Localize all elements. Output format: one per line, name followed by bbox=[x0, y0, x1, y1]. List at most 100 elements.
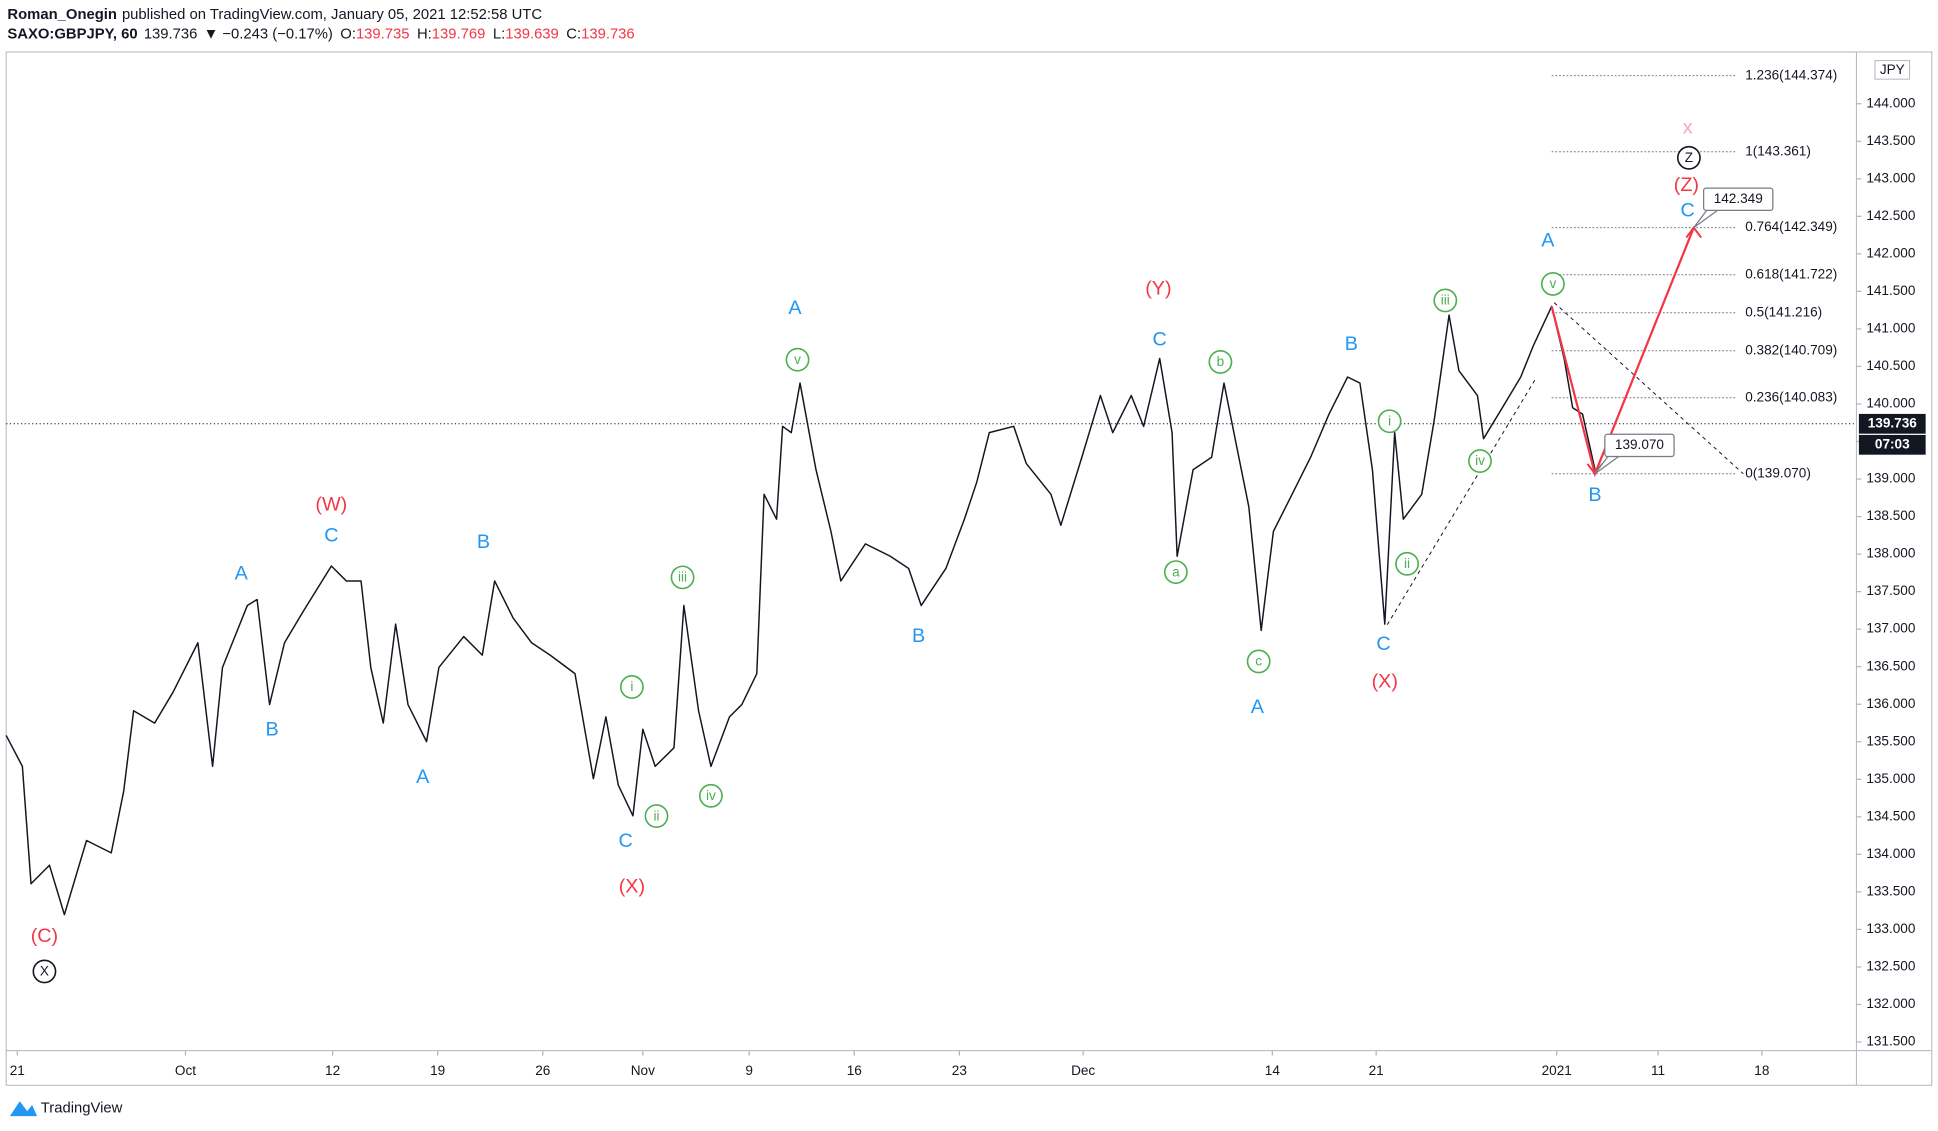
wave-label: a bbox=[1172, 564, 1180, 579]
wave-circle bbox=[644, 804, 669, 828]
x-tick-label: Oct bbox=[175, 1063, 196, 1078]
wave-label: iii bbox=[678, 570, 687, 585]
wave-circle bbox=[32, 959, 57, 984]
symbol: SAXO:GBPJPY, 60 bbox=[7, 27, 137, 43]
ohlc-key: O: bbox=[340, 27, 356, 43]
publisher: Roman_Onegin bbox=[7, 7, 117, 23]
callout-label: 139.070 bbox=[1615, 437, 1665, 452]
wave-label: v bbox=[794, 352, 801, 367]
x-tick-label: 26 bbox=[535, 1063, 550, 1078]
x-tick-label: 21 bbox=[1369, 1063, 1384, 1078]
y-tick-label: 132.500 bbox=[1866, 959, 1916, 974]
ohlc-value: 139.735 bbox=[356, 27, 410, 43]
wave-circle bbox=[1208, 350, 1233, 374]
x-tick-label: Dec bbox=[1071, 1063, 1095, 1078]
x-tick-label: 19 bbox=[430, 1063, 445, 1078]
wave-label: B bbox=[477, 531, 490, 553]
wave-label: C bbox=[324, 524, 338, 546]
wave-label: A bbox=[235, 563, 249, 585]
y-tick-label: 131.500 bbox=[1866, 1034, 1916, 1049]
y-tick-label: 135.500 bbox=[1866, 733, 1916, 748]
y-tick-label: 142.500 bbox=[1866, 208, 1916, 223]
wave-circle bbox=[698, 783, 723, 808]
ohlc-value: 139.639 bbox=[505, 27, 559, 43]
last-price-tag bbox=[1858, 413, 1926, 434]
wave-label: A bbox=[1251, 696, 1265, 718]
frame bbox=[5, 51, 1933, 1086]
header-line: Roman_Onegin published on TradingView.com… bbox=[7, 7, 542, 23]
x-tick-label: 16 bbox=[847, 1063, 862, 1078]
wave-label: v bbox=[1550, 276, 1557, 291]
x-tick-label: 23 bbox=[952, 1063, 967, 1078]
y-tick-label: 133.000 bbox=[1866, 921, 1916, 936]
y-tick-label: 138.500 bbox=[1866, 508, 1916, 523]
wave-label: B bbox=[912, 625, 925, 647]
callout-box bbox=[1604, 433, 1675, 458]
fib-label: 0.382(140.709) bbox=[1745, 342, 1837, 357]
footer: TradingView bbox=[9, 1101, 123, 1117]
footer-text: TradingView bbox=[41, 1101, 123, 1117]
wave-label: (C) bbox=[31, 925, 58, 947]
wave-label: iv bbox=[706, 788, 716, 803]
wave-label: ii bbox=[653, 808, 659, 823]
wave-label: B bbox=[1588, 484, 1601, 506]
wave-label: (Z) bbox=[1674, 174, 1699, 196]
last: 139.736 bbox=[144, 27, 198, 43]
y-tick-label: 142.000 bbox=[1866, 245, 1916, 260]
y-tick-label: 144.000 bbox=[1866, 95, 1916, 110]
y-tick-label: 139.000 bbox=[1866, 471, 1916, 486]
y-tick-label: 136.000 bbox=[1866, 696, 1916, 711]
y-tick-label: 137.000 bbox=[1866, 621, 1916, 636]
countdown: 07:03 bbox=[1875, 436, 1910, 451]
y-tick-label: 132.000 bbox=[1866, 996, 1916, 1011]
wave-label: iv bbox=[1475, 453, 1485, 468]
wave-label: C bbox=[1376, 633, 1390, 655]
fib-label: 1(143.361) bbox=[1745, 143, 1811, 158]
fib-label: 0.236(140.083) bbox=[1745, 389, 1837, 404]
y-tick-label: 136.500 bbox=[1866, 658, 1916, 673]
wave-label: b bbox=[1217, 354, 1225, 369]
wave-circle bbox=[1377, 409, 1402, 434]
y-tick-label: 134.500 bbox=[1866, 808, 1916, 823]
wave-label: (X) bbox=[1372, 671, 1398, 693]
currency: JPY bbox=[1880, 62, 1905, 77]
price-line bbox=[5, 305, 1596, 916]
published: published on TradingView.com, January 05… bbox=[122, 7, 542, 23]
wave-label: Z bbox=[1685, 150, 1693, 165]
wave-label: A bbox=[1541, 229, 1555, 251]
ohlc-key: H: bbox=[417, 27, 432, 43]
fib-label: 0.5(141.216) bbox=[1745, 304, 1822, 319]
wave-label: iii bbox=[1441, 293, 1450, 308]
wave-circle bbox=[1395, 551, 1419, 576]
symbol-line: SAXO:GBPJPY, 60 139.736 ▼ −0.243 (−0.17%) O… bbox=[7, 27, 634, 43]
y-tick-label: 137.500 bbox=[1866, 583, 1916, 598]
arrow-head bbox=[1685, 226, 1702, 239]
wave-label: (W) bbox=[315, 494, 347, 516]
fib-label: 0(139.070) bbox=[1745, 465, 1811, 480]
ohlc-value: 139.736 bbox=[581, 27, 635, 43]
wave-label: A bbox=[788, 297, 802, 319]
x-tick-label: 21 bbox=[10, 1063, 25, 1078]
wave-label: A bbox=[416, 766, 430, 788]
wave-label: i bbox=[630, 679, 633, 694]
ohlc-key: L: bbox=[493, 27, 505, 43]
y-tick-label: 135.000 bbox=[1866, 771, 1916, 786]
wave-circle bbox=[1163, 560, 1188, 585]
wave-label: C bbox=[1681, 199, 1695, 221]
last-price-label: 139.736 bbox=[1868, 415, 1918, 430]
wave-circle bbox=[1246, 649, 1271, 674]
currency-box[interactable] bbox=[1874, 60, 1911, 80]
x-tick-label: 12 bbox=[325, 1063, 340, 1078]
change: ▼ −0.243 (−0.17%) bbox=[204, 27, 333, 43]
x-tick-label: 14 bbox=[1265, 1063, 1281, 1078]
wave-label: C bbox=[1153, 328, 1167, 350]
ohlc-value: 139.769 bbox=[432, 27, 486, 43]
x-tick-label: Nov bbox=[631, 1063, 655, 1078]
wave-circle bbox=[1540, 271, 1565, 296]
wave-circle bbox=[1676, 145, 1701, 170]
y-tick-label: 140.000 bbox=[1866, 396, 1916, 411]
wave-circle bbox=[1468, 449, 1492, 473]
wave-circle bbox=[670, 565, 695, 590]
y-tick-label: 134.000 bbox=[1866, 846, 1916, 861]
